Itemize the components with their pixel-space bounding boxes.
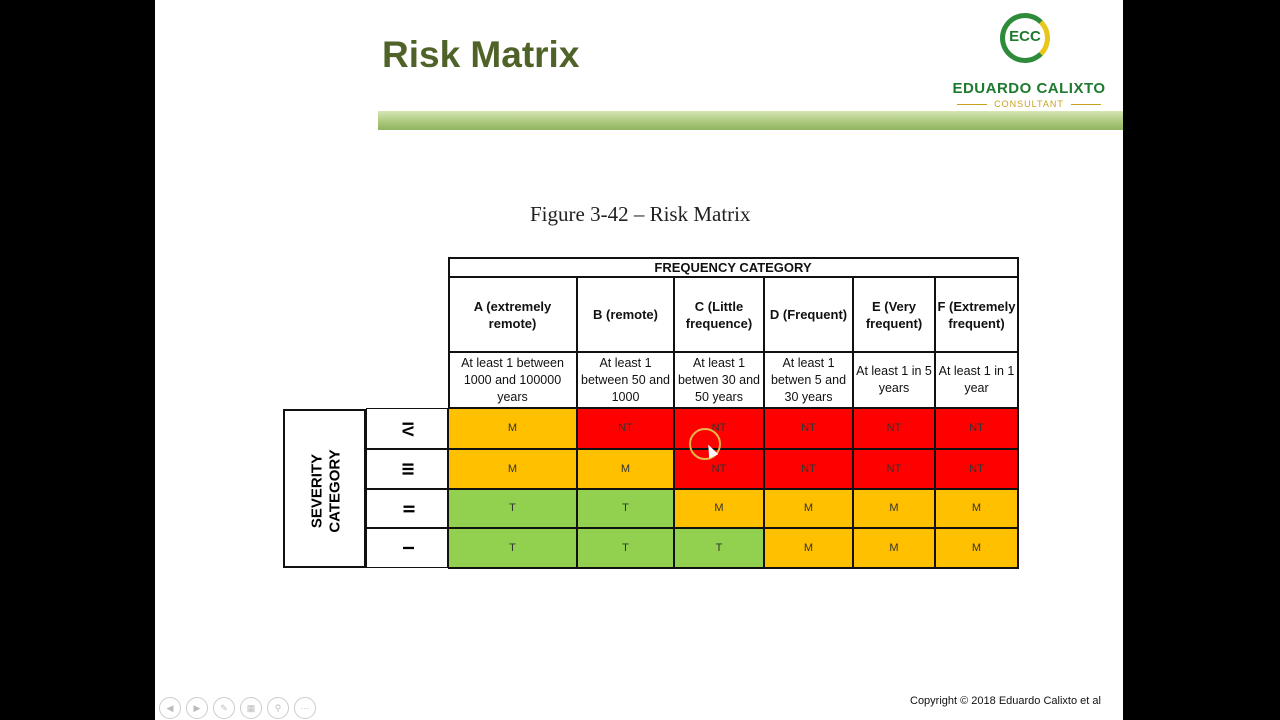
frequency-column-label: D (Frequent) (764, 277, 853, 352)
frequency-category-header: FREQUENCY CATEGORY (448, 257, 1018, 277)
risk-cell: T (674, 528, 764, 568)
risk-cell: NT (764, 449, 853, 489)
frequency-column-label: E (Very frequent) (853, 277, 935, 352)
slide-title: Risk Matrix (382, 34, 580, 75)
logo-divider (1071, 104, 1101, 105)
more-icon[interactable]: ··· (294, 697, 316, 719)
severity-roman-numeral: III (399, 462, 416, 476)
risk-cell: NT (577, 408, 674, 449)
logo-divider (957, 104, 987, 105)
copyright-text: Copyright © 2018 Eduardo Calixto et al (910, 695, 1101, 707)
back-icon[interactable]: ◀ (159, 697, 181, 719)
frequency-column-label: C (Little frequence) (674, 277, 764, 352)
risk-cell: NT (853, 408, 935, 449)
frequency-column-description: At least 1 betwen 30 and 50 years (674, 352, 764, 408)
frequency-column-description: At least 1 in 5 years (853, 352, 935, 408)
severity-roman-numeral: IV (399, 420, 416, 437)
slide: Risk Matrix ECC EDUARDO CALIXTO CONSULTA… (155, 0, 1123, 720)
figure-caption: Figure 3-42 – Risk Matrix (530, 202, 751, 226)
frequency-column-label: F (Extremely frequent) (935, 277, 1018, 352)
frequency-column-description: At least 1 between 1000 and 100000 years (448, 352, 577, 408)
risk-cell: M (935, 528, 1018, 568)
severity-category-header: SEVERITY CATEGORY (283, 409, 366, 568)
slideshow-toolbar: ◀ ▶ ✎ ▦ ⚲ ··· (159, 697, 316, 719)
severity-row-label: II (366, 489, 448, 528)
frequency-column-description: At least 1 in 1 year (935, 352, 1018, 408)
risk-cell: NT (764, 408, 853, 449)
severity-header-line: SEVERITY (308, 453, 326, 528)
company-logo: ECC EDUARDO CALIXTO CONSULTANT (951, 10, 1107, 110)
severity-row-label: IV (366, 408, 448, 449)
frequency-column-label: B (remote) (577, 277, 674, 352)
risk-cell: M (764, 489, 853, 528)
slides-icon[interactable]: ▦ (240, 697, 262, 719)
risk-cell: T (448, 489, 577, 528)
risk-cell: M (935, 489, 1018, 528)
risk-cell: M (448, 449, 577, 489)
risk-cell: M (674, 489, 764, 528)
cursor-highlight (689, 428, 721, 460)
risk-cell: M (853, 528, 935, 568)
severity-roman-numeral: I (398, 545, 416, 551)
logo-name: EDUARDO CALIXTO (952, 80, 1106, 97)
risk-cell: T (577, 489, 674, 528)
risk-cell: T (448, 528, 577, 568)
severity-row-label: III (366, 449, 448, 489)
logo-subtitle: CONSULTANT (994, 99, 1064, 109)
frequency-column-description: At least 1 betwen 5 and 30 years (764, 352, 853, 408)
pen-icon[interactable]: ✎ (213, 697, 235, 719)
frequency-column-description: At least 1 between 50 and 1000 (577, 352, 674, 408)
title-underline-bar (378, 111, 1123, 130)
logo-ring-icon (1000, 13, 1050, 63)
risk-cell: M (577, 449, 674, 489)
severity-header-line: CATEGORY (326, 448, 344, 533)
risk-cell: NT (853, 449, 935, 489)
risk-cell: M (764, 528, 853, 568)
forward-icon[interactable]: ▶ (186, 697, 208, 719)
zoom-icon[interactable]: ⚲ (267, 697, 289, 719)
risk-cell: M (853, 489, 935, 528)
severity-roman-numeral: II (398, 504, 416, 513)
frequency-column-label: A (extremely remote) (448, 277, 577, 352)
risk-cell: NT (674, 449, 764, 489)
risk-cell: T (577, 528, 674, 568)
severity-row-label: I (366, 528, 448, 568)
risk-cell: NT (935, 449, 1018, 489)
logo-initials: ECC (1009, 28, 1041, 45)
risk-cell: NT (935, 408, 1018, 449)
risk-cell: M (448, 408, 577, 449)
